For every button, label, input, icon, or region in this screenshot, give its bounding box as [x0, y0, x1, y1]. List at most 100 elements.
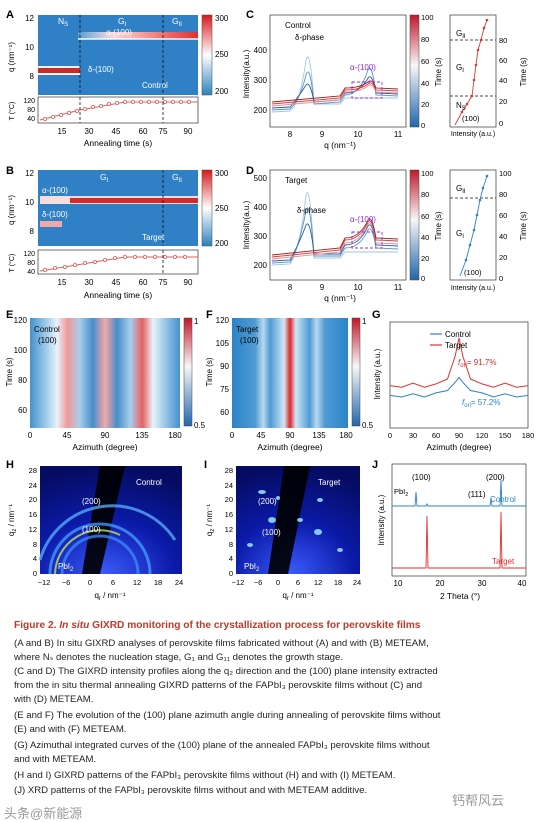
svg-text:δ-phase: δ-phase: [295, 33, 324, 42]
svg-text:qz / nm⁻¹: qz / nm⁻¹: [7, 504, 18, 536]
svg-text:−12: −12: [232, 578, 245, 587]
svg-text:(100): (100): [38, 336, 57, 345]
svg-text:24: 24: [29, 481, 37, 490]
svg-text:Time (s): Time (s): [5, 357, 14, 386]
svg-text:(100): (100): [82, 525, 101, 534]
svg-text:80: 80: [27, 107, 35, 114]
caption-line-8: (G) Azimuthal integrated curves of the (…: [14, 740, 430, 751]
svg-text:Target: Target: [142, 233, 165, 242]
svg-text:18: 18: [154, 578, 162, 587]
svg-text:GI: GI: [456, 229, 464, 240]
panel-g: G Control Target fori= 91.7% fori= 57.2%…: [372, 309, 534, 452]
panel-i: I Target (200) (100) PbI2 qz / nm⁻¹ 28 2…: [204, 459, 361, 602]
svg-text:Time (s): Time (s): [434, 57, 443, 86]
svg-text:2 Theta (°): 2 Theta (°): [440, 591, 480, 601]
caption-title: Figure 2. In situ GIXRD monitoring of th…: [14, 620, 421, 631]
caption-line-10: (H and I) GIXRD patterns of the FAPbI₃ p…: [14, 770, 396, 781]
svg-text:10: 10: [25, 43, 34, 52]
svg-text:E: E: [6, 309, 13, 321]
stage-ns: NS: [58, 16, 68, 28]
svg-text:100: 100: [14, 346, 28, 355]
svg-text:100: 100: [421, 13, 434, 22]
svg-text:(100): (100): [462, 114, 480, 123]
svg-text:200: 200: [254, 261, 268, 270]
svg-text:Intensity (a.u.): Intensity (a.u.): [451, 131, 495, 138]
svg-text:90: 90: [184, 278, 193, 287]
svg-text:Annealing time (s): Annealing time (s): [84, 290, 153, 300]
svg-text:10: 10: [394, 579, 403, 588]
heatmap-a: [38, 15, 198, 95]
svg-text:180: 180: [168, 431, 182, 440]
svg-text:(200): (200): [82, 497, 101, 506]
svg-text:0: 0: [421, 274, 425, 283]
svg-text:400: 400: [254, 46, 268, 55]
svg-text:135: 135: [312, 431, 326, 440]
svg-text:120: 120: [23, 251, 35, 258]
svg-text:PbI2: PbI2: [244, 562, 260, 573]
svg-text:80: 80: [27, 260, 35, 267]
svg-text:(111): (111): [468, 490, 486, 499]
svg-text:120: 120: [216, 316, 230, 325]
svg-text:qz / nm⁻¹: qz / nm⁻¹: [205, 504, 216, 536]
panel-h: H Control (200) (100) PbI2 qz / nm⁻¹ 28 …: [6, 459, 183, 602]
svg-text:(200): (200): [486, 473, 505, 482]
svg-text:200: 200: [215, 87, 229, 96]
svg-text:α-(100): α-(100): [350, 215, 376, 224]
panel-f: F Target (100) Time (s) 120 105 90 75 60…: [205, 309, 374, 452]
svg-text:75: 75: [159, 278, 168, 287]
svg-text:200: 200: [254, 106, 268, 115]
svg-text:60: 60: [18, 406, 27, 415]
legend-control: Control: [445, 330, 471, 339]
svg-text:8: 8: [288, 283, 293, 292]
svg-text:100: 100: [421, 169, 434, 178]
svg-text:12: 12: [133, 578, 141, 587]
alpha-band: [78, 32, 198, 39]
svg-text:12: 12: [25, 169, 34, 178]
svg-text:GII: GII: [456, 184, 466, 195]
svg-text:GII: GII: [172, 172, 182, 184]
svg-text:24: 24: [225, 481, 233, 490]
svg-text:15: 15: [58, 278, 67, 287]
svg-text:Intensity (a.u.): Intensity (a.u.): [377, 494, 386, 545]
panel-e: E Control (100) Time (s) 120 100 80 60 0…: [5, 309, 206, 452]
x-ticks: 15 30 45 60 75 90: [58, 127, 193, 136]
svg-text:0: 0: [33, 569, 37, 578]
panel-c: C Control δ-phase α-(100) Intensity(a.u.…: [242, 9, 528, 150]
svg-text:Intensity(a.u.): Intensity(a.u.): [242, 49, 251, 98]
svg-text:300: 300: [254, 76, 268, 85]
colorbar: [201, 14, 213, 96]
svg-text:40: 40: [421, 79, 429, 88]
svg-text:qr / nm⁻¹: qr / nm⁻¹: [94, 591, 125, 602]
colorbar-ticks: 300 250 200: [215, 14, 229, 96]
svg-text:Azimuth (degree): Azimuth (degree): [257, 442, 322, 452]
svg-text:28: 28: [29, 466, 37, 475]
svg-text:B: B: [6, 165, 14, 177]
svg-text:20: 20: [499, 97, 507, 106]
svg-text:0: 0: [421, 121, 425, 130]
svg-text:0: 0: [229, 569, 233, 578]
panel-a: A NS GI GII α-(100) δ-(100) Control q (n…: [6, 9, 229, 148]
svg-text:GI: GI: [100, 172, 109, 184]
svg-text:11: 11: [394, 283, 403, 292]
svg-text:60: 60: [499, 56, 507, 65]
svg-text:80: 80: [421, 190, 429, 199]
svg-text:80: 80: [421, 35, 429, 44]
svg-text:q (nm⁻¹): q (nm⁻¹): [7, 195, 16, 225]
svg-text:75: 75: [159, 127, 168, 136]
svg-text:500: 500: [254, 174, 268, 183]
svg-text:135: 135: [135, 431, 149, 440]
svg-text:I: I: [204, 459, 207, 471]
svg-text:16: 16: [29, 510, 37, 519]
svg-text:Target: Target: [236, 325, 259, 334]
svg-text:Time (s): Time (s): [519, 57, 528, 86]
svg-text:Time (s): Time (s): [519, 211, 528, 240]
svg-text:180: 180: [339, 431, 353, 440]
svg-text:0: 0: [28, 431, 33, 440]
svg-text:NS: NS: [456, 101, 466, 112]
x-tick-label: 120: [476, 431, 489, 440]
svg-text:12: 12: [25, 14, 34, 23]
series-control: [389, 376, 529, 398]
svg-text:120: 120: [23, 98, 35, 105]
svg-text:30: 30: [85, 278, 94, 287]
caption-line-4: from the in situ thermal annealing GIXRD…: [14, 680, 423, 691]
